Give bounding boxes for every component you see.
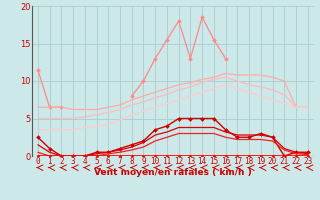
X-axis label: Vent moyen/en rafales ( km/h ): Vent moyen/en rafales ( km/h ) [94,168,252,177]
